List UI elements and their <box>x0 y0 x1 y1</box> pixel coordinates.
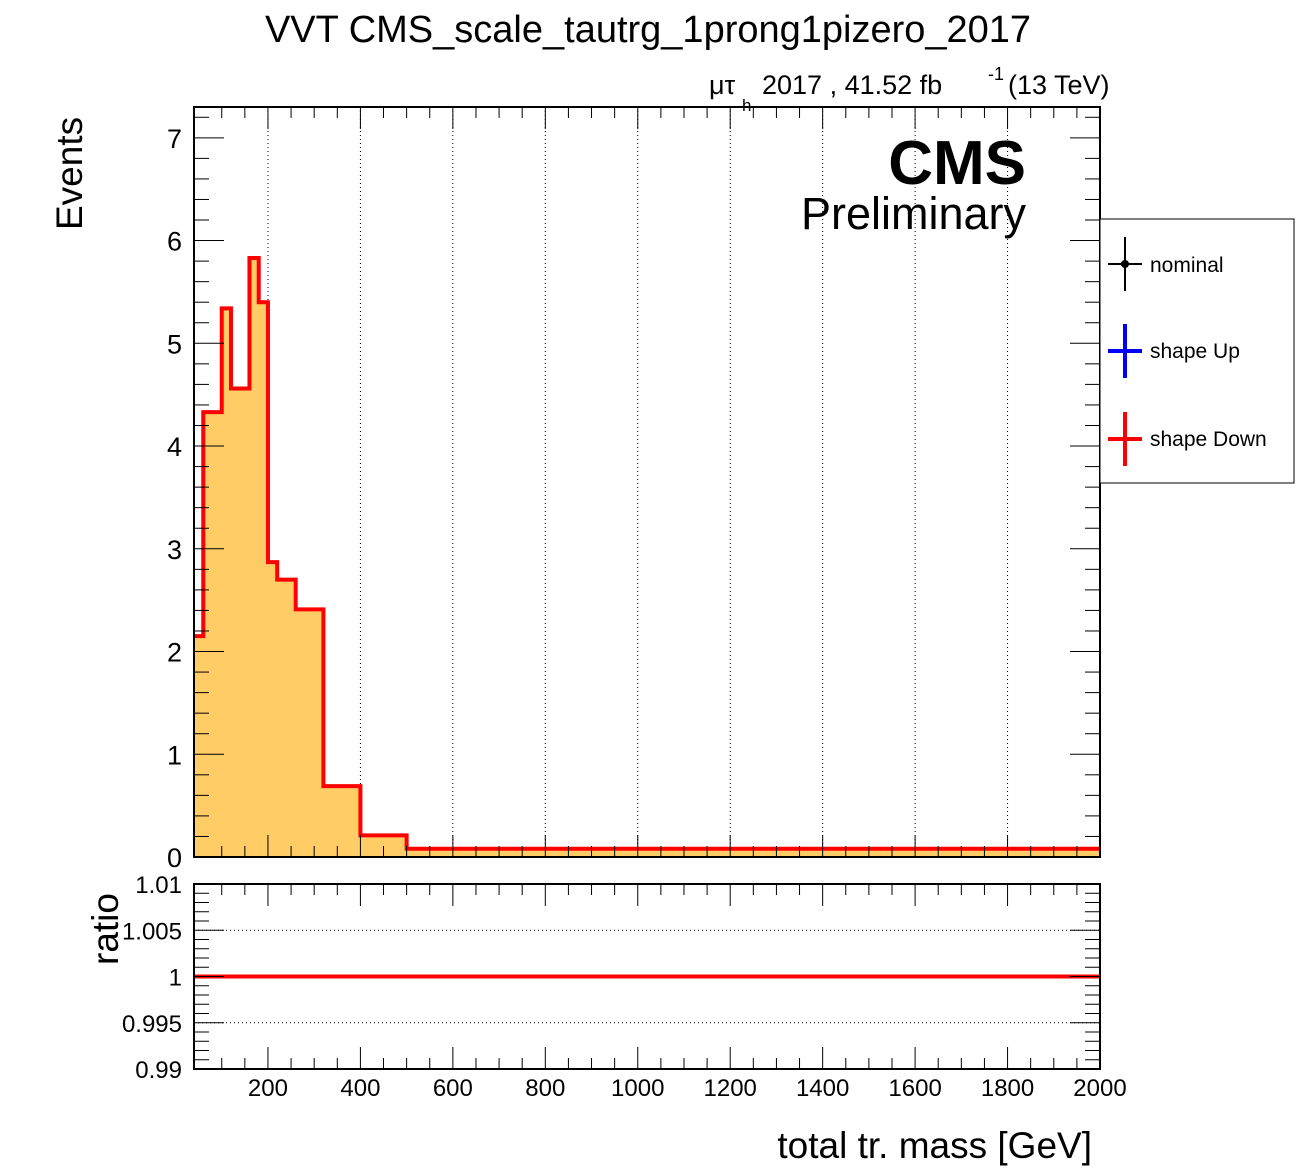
histogram-fill <box>194 258 1100 857</box>
ratio-y-tick-label: 1.005 <box>122 918 182 945</box>
upper-ticks <box>194 107 1100 858</box>
lower-ticks <box>194 883 1101 1070</box>
nominal-marker-icon <box>1121 260 1129 268</box>
cms-label: CMS <box>888 129 1026 198</box>
upper-grid <box>267 107 1009 857</box>
legend-entry-shape-up: shape Up <box>1108 324 1240 378</box>
y-tick-label: 4 <box>167 432 182 462</box>
x-tick-label: 400 <box>340 1075 380 1102</box>
legend-entry-shape-down: shape Down <box>1108 412 1267 466</box>
legend: nominal shape Up shape Down <box>1099 218 1295 484</box>
x-axis-title: total tr. mass [GeV] <box>777 1125 1092 1166</box>
y-axis-title-ratio: ratio <box>85 893 126 965</box>
y-tick-label: 5 <box>167 329 182 359</box>
lower-tick-labels: 0.99 0.995 1 1.005 1.01 200 400 600 800 1000 1200 1… <box>122 872 1127 1102</box>
legend-label-shape-down: shape Down <box>1150 428 1267 451</box>
y-tick-label: 7 <box>167 124 182 154</box>
legend-label-nominal: nominal <box>1150 254 1224 277</box>
y-tick-label: 3 <box>167 535 182 565</box>
ratio-y-tick-label: 1 <box>169 965 182 992</box>
preliminary-label: Preliminary <box>801 188 1027 239</box>
x-tick-label: 1600 <box>888 1075 941 1102</box>
chart-title: VVT CMS_scale_tautrg_1prong1pizero_2017 <box>265 9 1031 51</box>
ratio-y-tick-label: 1.01 <box>135 872 182 899</box>
lumi-channel-sub: h <box>742 96 751 115</box>
ratio-pad: 0.99 0.995 1 1.005 1.01 200 400 600 800 1000 1200 1… <box>85 872 1127 1166</box>
y-tick-label: 6 <box>167 227 182 257</box>
lumi-text: 2017 , 41.52 fb <box>762 70 942 100</box>
main-histogram-pad: 0 1 2 3 4 5 6 7 Events CMS Preliminary <box>49 106 1101 873</box>
x-tick-label: 600 <box>433 1075 473 1102</box>
x-tick-label: 1800 <box>981 1075 1034 1102</box>
x-tick-label: 800 <box>525 1075 565 1102</box>
lumi-sup: -1 <box>988 64 1004 84</box>
legend-entry-nominal: nominal <box>1108 237 1224 291</box>
x-tick-label: 1400 <box>796 1075 849 1102</box>
x-tick-label: 1000 <box>611 1075 664 1102</box>
y-tick-label: 0 <box>167 843 182 873</box>
x-tick-label: 1200 <box>704 1075 757 1102</box>
lumi-energy: (13 TeV) <box>1008 70 1110 100</box>
x-tick-label: 2000 <box>1073 1075 1126 1102</box>
histogram-line-shape-down <box>194 256 1100 851</box>
lumi-label: μτ h 2017 , 41.52 fb -1 (13 TeV) <box>709 64 1110 115</box>
x-tick-label: 200 <box>248 1075 288 1102</box>
legend-label-shape-up: shape Up <box>1150 340 1240 363</box>
ratio-y-tick-label: 0.99 <box>135 1057 182 1084</box>
y-tick-label: 1 <box>167 740 182 770</box>
y-tick-label: 2 <box>167 638 182 668</box>
ratio-y-tick-label: 0.995 <box>122 1011 182 1038</box>
y-axis-title-events: Events <box>49 117 90 230</box>
upper-tick-labels: 0 1 2 3 4 5 6 7 <box>167 124 182 873</box>
lumi-channel: μτ <box>709 70 736 100</box>
